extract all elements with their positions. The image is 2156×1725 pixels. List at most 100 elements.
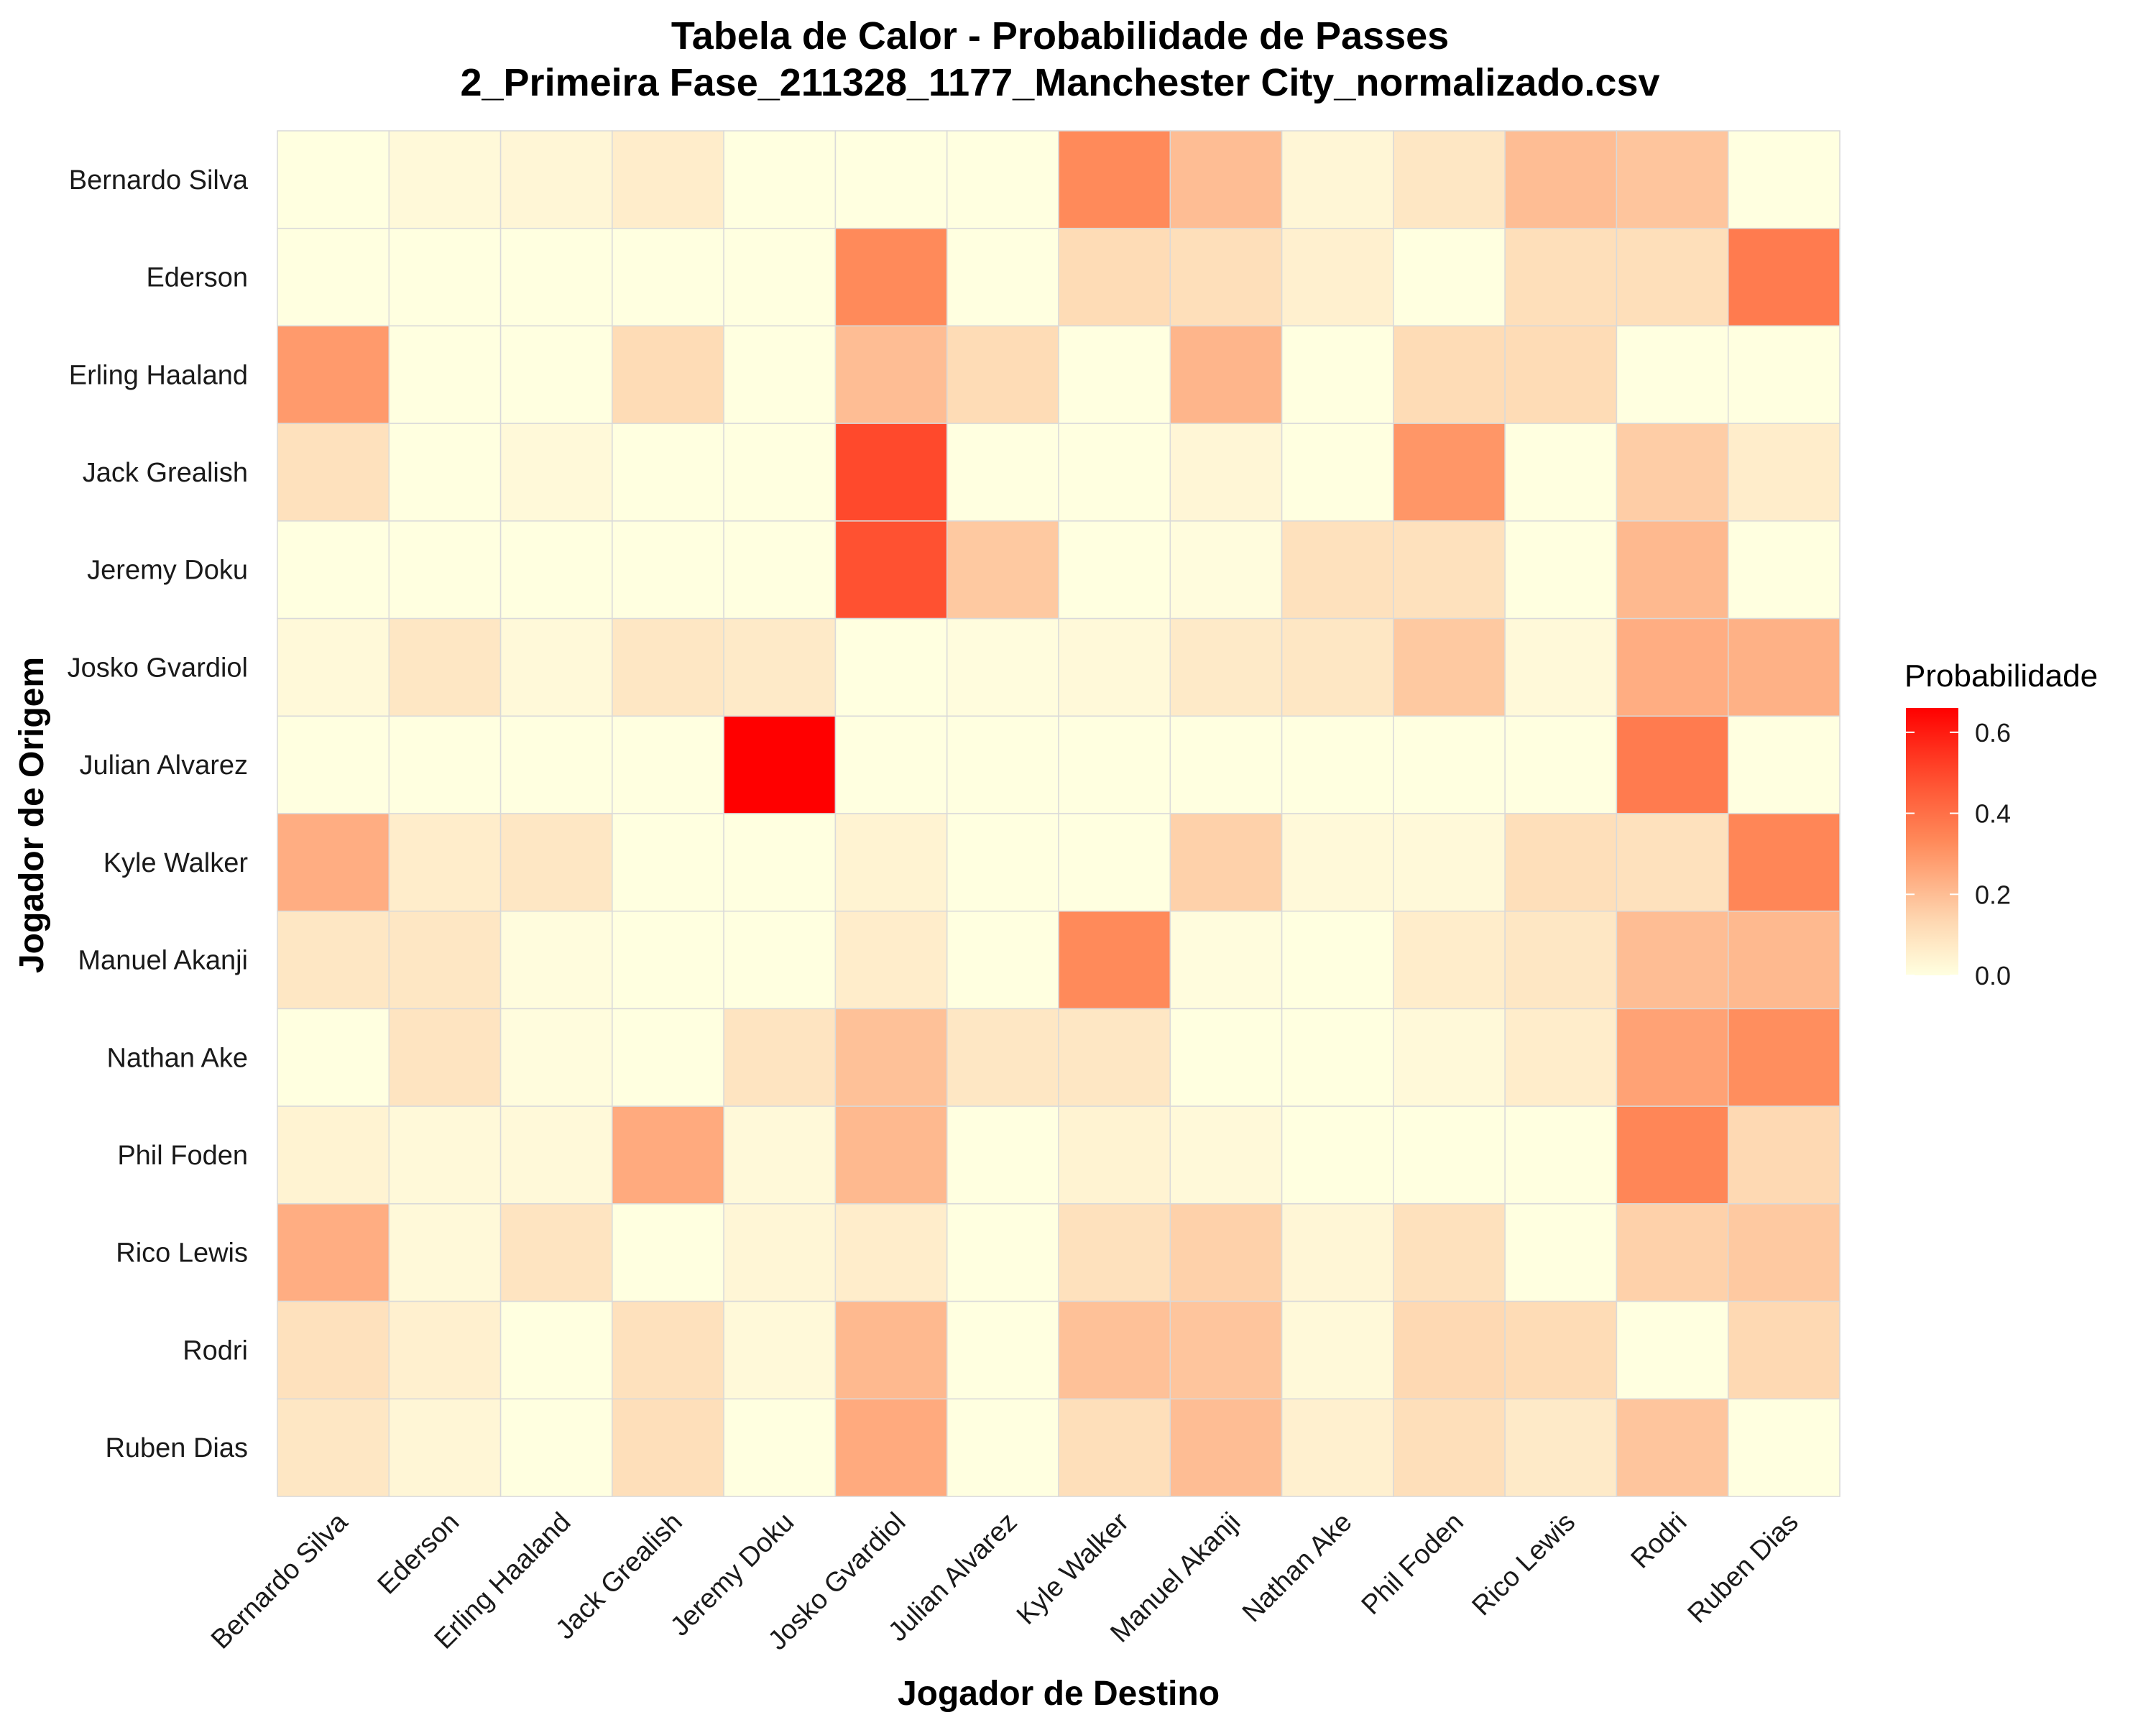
heatmap-cell: [1281, 715, 1394, 814]
heatmap-cell: [834, 130, 948, 229]
heatmap-cell: [388, 130, 502, 229]
legend-tick-label: 0.6: [1975, 718, 2011, 748]
heatmap-cell: [946, 910, 1059, 1010]
heatmap-cell: [1169, 520, 1283, 620]
heatmap-cell: [834, 227, 948, 327]
heatmap-cell: [277, 910, 390, 1010]
y-tick-label: Rico Lewis: [116, 1238, 248, 1269]
heatmap-cell: [1504, 1008, 1618, 1107]
heatmap-cell: [1393, 715, 1506, 814]
heatmap-cell: [1058, 227, 1171, 327]
heatmap-cell: [277, 617, 390, 717]
heatmap-cell: [723, 1398, 837, 1497]
heatmap-cell: [1058, 130, 1171, 229]
heatmap-cell: [388, 1203, 502, 1302]
y-tick-label: Kyle Walker: [103, 848, 249, 878]
heatmap-cell: [1169, 130, 1283, 229]
heatmap-cell: [1504, 325, 1618, 424]
heatmap-cell: [1169, 1398, 1283, 1497]
heatmap-cell: [1727, 1105, 1841, 1205]
y-tick-label: Phil Foden: [117, 1141, 248, 1171]
heatmap-cell: [834, 1008, 948, 1107]
legend-colorbar: [1906, 708, 1958, 975]
chart-subtitle: 2_Primeira Fase_211328_1177_Manchester C…: [460, 61, 1659, 104]
heatmap-cell: [834, 910, 948, 1010]
heatmap-cell: [1616, 813, 1729, 912]
heatmap-cell: [612, 130, 724, 229]
y-tick-label: Rodri: [183, 1335, 248, 1366]
heatmap-cell: [723, 227, 837, 327]
heatmap-cell: [1504, 1300, 1618, 1400]
heatmap-cell: [499, 1203, 613, 1302]
heatmap-cell: [946, 423, 1059, 522]
chart-title: Tabela de Calor - Probabilidade de Passe…: [671, 14, 1449, 58]
heatmap-cell: [499, 130, 613, 229]
heatmap-cell: [1616, 910, 1729, 1010]
heatmap-cell: [1727, 1398, 1841, 1497]
heatmap-cell: [1058, 325, 1171, 424]
heatmap-cell: [1616, 130, 1729, 229]
heatmap-cell: [277, 813, 390, 912]
heatmap-cell: [499, 715, 613, 814]
heatmap-cell: [834, 715, 948, 814]
y-tick-label: Jack Grealish: [83, 458, 248, 488]
heatmap-cell: [499, 813, 613, 912]
heatmap-cell: [1616, 1300, 1729, 1400]
heatmap-cell: [388, 520, 502, 620]
heatmap-cell: [834, 1203, 948, 1302]
heatmap-cell: [1169, 1203, 1283, 1302]
heatmap-cell: [1281, 227, 1394, 327]
heatmap-cell: [1393, 520, 1506, 620]
heatmap-cell: [1169, 715, 1283, 814]
heatmap-cell: [1727, 423, 1841, 522]
heatmap-cell: [1393, 1398, 1506, 1497]
heatmap-cell: [612, 423, 724, 522]
heatmap-cell: [1504, 1105, 1618, 1205]
heatmap-cell: [723, 520, 837, 620]
heatmap-cell: [1058, 520, 1171, 620]
heatmap-cell: [612, 1300, 724, 1400]
heatmap-cell: [1727, 1008, 1841, 1107]
legend-tick-label: 0.0: [1975, 961, 2011, 990]
heatmap-cell: [612, 617, 724, 717]
heatmap-cell: [277, 715, 390, 814]
legend-tick-label: 0.4: [1975, 799, 2011, 829]
heatmap-cell: [723, 423, 837, 522]
heatmap-cell: [946, 1300, 1059, 1400]
heatmap-cell: [946, 325, 1059, 424]
heatmap-cell: [1393, 423, 1506, 522]
heatmap-cell: [1058, 617, 1171, 717]
heatmap-cell: [946, 1105, 1059, 1205]
heatmap-cell: [834, 617, 948, 717]
heatmap-cell: [1616, 1105, 1729, 1205]
heatmap-cell: [1281, 813, 1394, 912]
heatmap-cell: [723, 325, 837, 424]
heatmap-cell: [1393, 227, 1506, 327]
heatmap-cell: [499, 1398, 613, 1497]
heatmap-cell: [388, 1300, 502, 1400]
heatmap-cell: [277, 1398, 390, 1497]
heatmap-cell: [612, 1105, 724, 1205]
x-tick-label: Phil Foden: [1356, 1507, 1470, 1621]
heatmap-cell: [388, 715, 502, 814]
heatmap-cell: [612, 1008, 724, 1107]
heatmap-cell: [723, 1203, 837, 1302]
heatmap-cell: [1504, 423, 1618, 522]
heatmap-cell: [1058, 1203, 1171, 1302]
x-tick-label: Ruben Dias: [1682, 1507, 1805, 1629]
heatmap-cell: [834, 813, 948, 912]
heatmap-cell: [277, 520, 390, 620]
heatmap-cell: [499, 227, 613, 327]
heatmap-cell: [388, 1008, 502, 1107]
heatmap-cell: [1393, 325, 1506, 424]
heatmap-cell: [946, 227, 1059, 327]
heatmap-cell: [723, 1300, 837, 1400]
x-tick-label: Nathan Ake: [1237, 1507, 1358, 1629]
heatmap-cell: [277, 423, 390, 522]
heatmap-cell: [723, 715, 837, 814]
heatmap-cell: [277, 1105, 390, 1205]
heatmap-cell: [612, 325, 724, 424]
legend-tick-label: 0.2: [1975, 880, 2011, 909]
heatmap-cell: [612, 1203, 724, 1302]
heatmap-cell: [388, 910, 502, 1010]
